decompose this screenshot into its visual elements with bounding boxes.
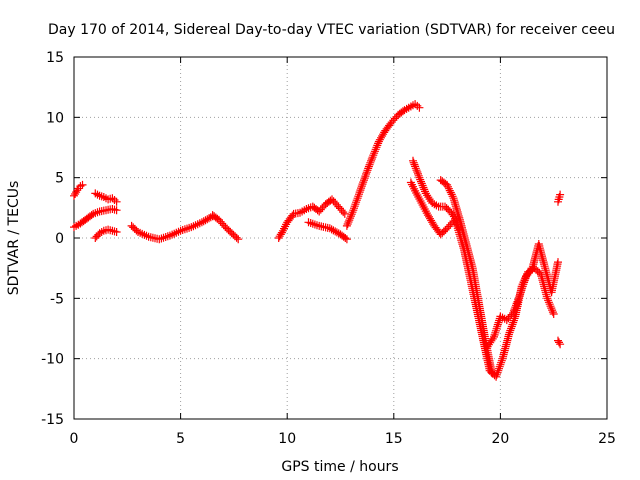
series-s11 [406,178,464,239]
series-s15 [554,190,565,206]
series-s5 [127,212,217,244]
series-markers [274,195,349,242]
series-markers [554,336,565,349]
y-tick-label: -5 [50,291,64,307]
data-points [70,100,565,381]
series-markers [208,211,243,244]
series-s16 [554,336,565,349]
series-markers [409,156,462,227]
y-tick-label: 5 [55,171,64,187]
series-s1 [70,180,87,200]
x-tick-label: 5 [176,431,185,447]
x-tick-label: 15 [385,431,403,447]
series-markers [91,189,121,206]
series-s2 [70,205,121,232]
series-markers [304,218,351,244]
series-markers [70,205,121,232]
y-tick-label: 0 [55,231,64,247]
series-markers [342,100,424,230]
x-tick-label: 10 [278,431,296,447]
series-markers [406,178,464,239]
series-markers [483,240,562,351]
y-tick-labels: -15 -10 -5 0 5 10 15 [41,50,64,428]
series-s10 [409,156,462,227]
series-markers [91,225,121,242]
y-tick-label: -10 [41,352,64,368]
series-s6 [208,211,243,244]
y-axis-label: SDTVAR / TECUs [6,181,22,296]
chart-title: Day 170 of 2014, Sidereal Day-to-day VTE… [48,22,615,38]
series-s7 [274,195,349,242]
x-tick-label: 25 [598,431,616,447]
x-axis-label: GPS time / hours [281,459,398,475]
y-tick-label: 15 [46,50,64,66]
y-tick-label: -15 [41,412,64,428]
y-tick-label: 10 [46,110,64,126]
x-tick-label: 20 [491,431,509,447]
series-s9 [342,100,424,230]
x-tick-labels: 0 5 10 15 20 25 [70,431,616,447]
series-markers [127,212,217,244]
series-s8 [304,218,351,244]
series-s4 [91,225,121,242]
series-markers [554,190,565,206]
series-s14 [483,240,562,351]
x-tick-label: 0 [70,431,79,447]
tick-marks [73,56,608,420]
series-markers [70,180,87,200]
series-s3 [91,189,121,206]
